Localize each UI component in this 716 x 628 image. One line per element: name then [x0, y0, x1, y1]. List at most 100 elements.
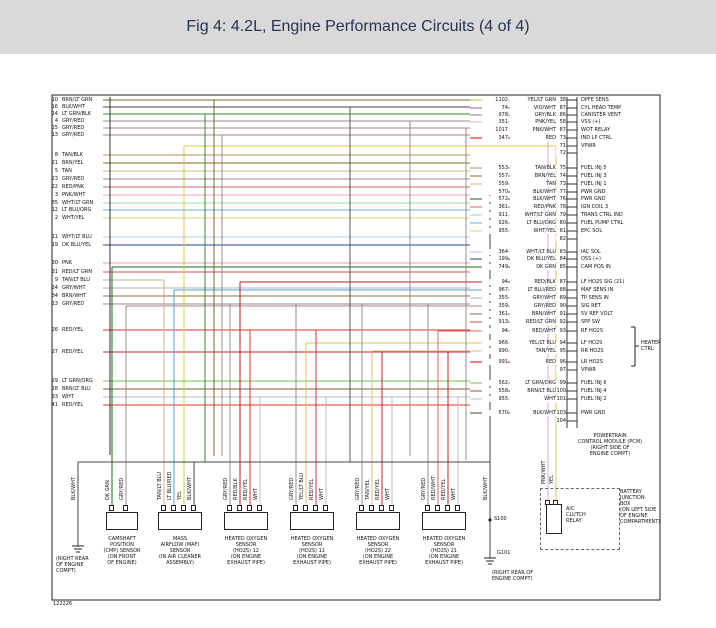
wire-color-label: BLK/WHT	[510, 189, 556, 195]
pcm-pin-number: 82	[556, 236, 566, 242]
circuit-number: 361	[482, 204, 508, 210]
wire-color-label-vertical: GRY/RED	[223, 477, 229, 500]
wire-color-label: GRY/BLK	[510, 112, 556, 118]
circuit-number: 553	[482, 165, 508, 171]
wire-color-label-vertical: WHT	[253, 488, 259, 500]
wire-color-label: RED/YEL	[62, 349, 84, 355]
pcm-pin-number: 92	[556, 319, 566, 325]
pcm-function-label: VSS (+)	[581, 119, 601, 125]
wire-color-label: TAN/BLK	[510, 165, 556, 171]
connector-pin	[425, 505, 430, 511]
circuit-number: 557	[482, 173, 508, 179]
wire-color-label-vertical: GRY/RED	[421, 477, 427, 500]
left-pin-number: 35	[51, 200, 58, 206]
wire-color-label-vertical: WHT	[385, 488, 391, 500]
figure-title-bar: Fig 4: 4.2L, Engine Performance Circuits…	[0, 0, 716, 54]
wire-color-label: BLK/WHT	[510, 410, 556, 416]
pcm-pin-number: 86	[556, 112, 566, 118]
connector-pin	[171, 505, 176, 511]
left-pin-number: 28	[51, 386, 58, 392]
wire-color-label: BRN/WHT	[510, 311, 556, 317]
wire-color-label-vertical: GRY/RED	[355, 477, 361, 500]
circuit-number: 570	[482, 410, 508, 416]
left-pin-number: 26	[51, 327, 58, 333]
circuit-number: 94	[482, 279, 508, 285]
left-pin-number: 4	[54, 118, 58, 124]
circuit-number: 978	[482, 112, 508, 118]
battery-box-caption: BATTERY JUNCTION BOX (ON LEFT SIDE OF EN…	[620, 489, 661, 525]
wire-color-label: GRY/WHT	[62, 285, 86, 291]
wire-color-label: BRN/LT GRN	[62, 97, 93, 103]
wire-color-label: VIO/WHT	[510, 105, 556, 111]
pcm-function-label: MAF SENS IN	[581, 287, 614, 293]
wire-color-label-vertical: DK GRN	[105, 480, 111, 500]
wire-color-label: TAN/YEL	[510, 348, 556, 354]
connector-pin	[303, 505, 308, 511]
component-box	[356, 512, 400, 530]
wire-color-label: LT BLU/RED	[510, 287, 556, 293]
circuit-number: 199	[482, 256, 508, 262]
wire-color-label: TAN/LT BLU	[62, 277, 90, 283]
circuit-number: 749	[482, 264, 508, 270]
pcm-pin-number: 75	[556, 165, 566, 171]
left-pin-number: 31	[51, 269, 58, 275]
pcm-function-label: PWR GND	[581, 189, 606, 195]
splice-id: S100	[494, 516, 507, 522]
pcm-function-label: SIG RET	[581, 303, 601, 309]
wire-color-label: WHT/YEL	[62, 215, 85, 221]
wire-color-label: LT BLU/ORG	[62, 207, 92, 213]
left-pin-number: 13	[51, 301, 58, 307]
wire-color-label-vertical: YEL/LT BLU	[299, 472, 305, 500]
pcm-pin-number: 73	[556, 181, 566, 187]
wire-color-label: RED	[510, 135, 556, 141]
wire-color-label-vertical: GRY/RED	[289, 477, 295, 500]
connector-pin	[181, 505, 186, 511]
pcm-pin-number: 89	[556, 295, 566, 301]
pcm-function-label: SPP SW	[581, 319, 600, 325]
wire-color-label: WHT	[510, 396, 556, 402]
wire-color-label-vertical: BLK/WHT	[187, 477, 193, 500]
connector-pin	[359, 505, 364, 511]
connector-pin	[257, 505, 262, 511]
circuit-number: 351	[482, 119, 508, 125]
left-pin-number: 11	[51, 234, 58, 240]
connector-pin	[191, 505, 196, 511]
wire-color-label: LT GRN/ORG	[510, 380, 556, 386]
pcm-pin-number: 81	[556, 228, 566, 234]
pcm-pin-number: 104	[556, 418, 566, 424]
wire-color-label-vertical: RED/YEL	[441, 478, 447, 500]
wire-color-label: RED/LT GRN	[62, 269, 92, 275]
wire-color-label: RED/PNK	[62, 184, 85, 190]
component-caption: MASS AIRFLOW (MAF) SENSOR (IN AIR CLEANE…	[159, 536, 201, 566]
circuit-number: 1102	[482, 97, 508, 103]
wire-color-label: RED/WHT	[510, 328, 556, 334]
connector-pin	[389, 505, 394, 511]
wire-color-label: PNK/WHT	[510, 127, 556, 133]
pcm-pin-number: 83	[556, 249, 566, 255]
circuit-number: 955	[482, 228, 508, 234]
connector-pin	[553, 500, 558, 505]
pcm-pin-number: 73	[556, 135, 566, 141]
wire-color-label-vertical: BLK/WHT	[71, 477, 77, 500]
splice-dot	[488, 518, 492, 522]
wire-color-label: GRY/RED	[62, 125, 85, 131]
wire-color-label: TAN/BLK	[62, 152, 84, 158]
wire-color-label: PNK/YEL	[510, 119, 556, 125]
connector-pin	[237, 505, 242, 511]
component-caption: HEATED OXYGEN SENSOR (HO2S) 21 (ON ENGIN…	[422, 536, 466, 566]
wire-color-label: TAN	[510, 181, 556, 187]
relay-label: A/C CLUTCH RELAY	[566, 506, 586, 524]
pcm-pin-number: 91	[556, 311, 566, 317]
wire-color-label-vertical: WHT	[451, 488, 457, 500]
connector-pin	[323, 505, 328, 511]
wire-color-label: GRY/RED	[62, 132, 85, 138]
pcm-function-label: TP SENS IN	[581, 295, 609, 301]
circuit-number: 359	[482, 303, 508, 309]
diagram-border	[51, 94, 661, 601]
pcm-pin-number: 99	[556, 380, 566, 386]
pcm-pin-number: 77	[556, 189, 566, 195]
wire-color-label-vertical: YEL	[177, 491, 183, 500]
circuit-number: 966	[482, 340, 508, 346]
pcm-pin-number: 87	[556, 105, 566, 111]
